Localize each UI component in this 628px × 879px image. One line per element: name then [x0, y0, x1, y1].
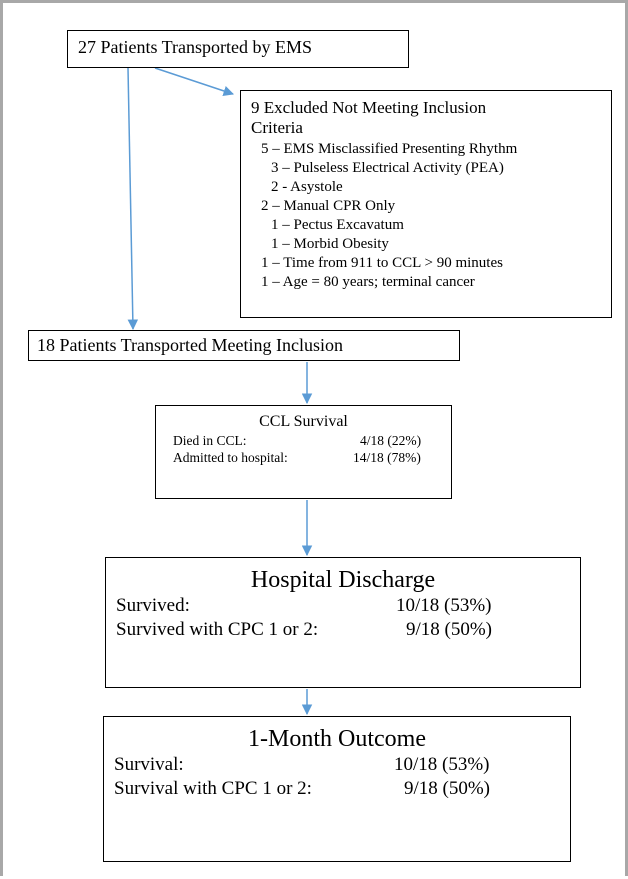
- ccl-survival-title: CCL Survival: [259, 413, 348, 430]
- hospital-discharge-title: Hospital Discharge: [250, 567, 436, 593]
- excluded-item: 1 – Pectus Excavatum: [271, 217, 404, 233]
- ccl-row: Admitted to hospital: 14/18 (78%): [173, 449, 451, 466]
- included-box: 18 Patients Transported Meeting Inclusio…: [28, 330, 460, 361]
- excluded-item: 1 – Time from 911 to CCL > 90 minutes: [261, 255, 503, 271]
- hospital-discharge-box: Hospital Discharge Survived: 10/18 (53%)…: [105, 557, 581, 688]
- row-label: Admitted to hospital:: [173, 450, 288, 465]
- arrow: [127, 67, 139, 331]
- row-value: 14/18 (78%): [353, 450, 421, 465]
- one-month-outcome-box: 1-Month Outcome Survival: 10/18 (53%) Su…: [103, 716, 571, 862]
- discharge-row: Survived: 10/18 (53%): [116, 594, 580, 618]
- excluded-item: 1 – Age = 80 years; terminal cancer: [261, 274, 475, 290]
- included-label: 18 Patients Transported Meeting Inclusio…: [37, 335, 343, 355]
- excluded-item: 2 – Manual CPR Only: [261, 198, 396, 214]
- arrow: [154, 67, 234, 96]
- row-value: 9/18 (50%): [406, 619, 493, 640]
- excluded-title: 9 Excluded Not Meeting Inclusion Criteri…: [251, 98, 487, 137]
- row-value: 9/18 (50%): [404, 778, 491, 799]
- row-value: 10/18 (53%): [394, 754, 490, 775]
- excluded-item: 2 - Asystole: [271, 179, 343, 195]
- one-month-outcome-title: 1-Month Outcome: [248, 726, 426, 752]
- discharge-row: Survived with CPC 1 or 2: 9/18 (50%): [116, 618, 580, 642]
- row-label: Survived with CPC 1 or 2:: [116, 619, 319, 640]
- transported-box: 27 Patients Transported by EMS: [67, 30, 409, 68]
- ccl-survival-box: CCL Survival Died in CCL: 4/18 (22%) Adm…: [155, 405, 452, 499]
- excluded-box: 9 Excluded Not Meeting Inclusion Criteri…: [240, 90, 612, 318]
- row-value: 4/18 (22%): [360, 433, 422, 448]
- excluded-item: 3 – Pulseless Electrical Activity (PEA): [271, 160, 504, 176]
- outcome-row: Survival: 10/18 (53%): [114, 753, 570, 777]
- excluded-item: 5 – EMS Misclassified Presenting Rhythm: [261, 141, 518, 157]
- excluded-item: 1 – Morbid Obesity: [271, 236, 389, 252]
- row-label: Survival:: [114, 754, 184, 775]
- row-label: Survived:: [116, 595, 190, 616]
- transported-label: 27 Patients Transported by EMS: [78, 37, 313, 57]
- row-label: Died in CCL:: [173, 433, 247, 448]
- outcome-row: Survival with CPC 1 or 2: 9/18 (50%): [114, 777, 570, 801]
- ccl-row: Died in CCL: 4/18 (22%): [173, 432, 451, 449]
- row-value: 10/18 (53%): [396, 595, 492, 616]
- row-label: Survival with CPC 1 or 2:: [114, 778, 312, 799]
